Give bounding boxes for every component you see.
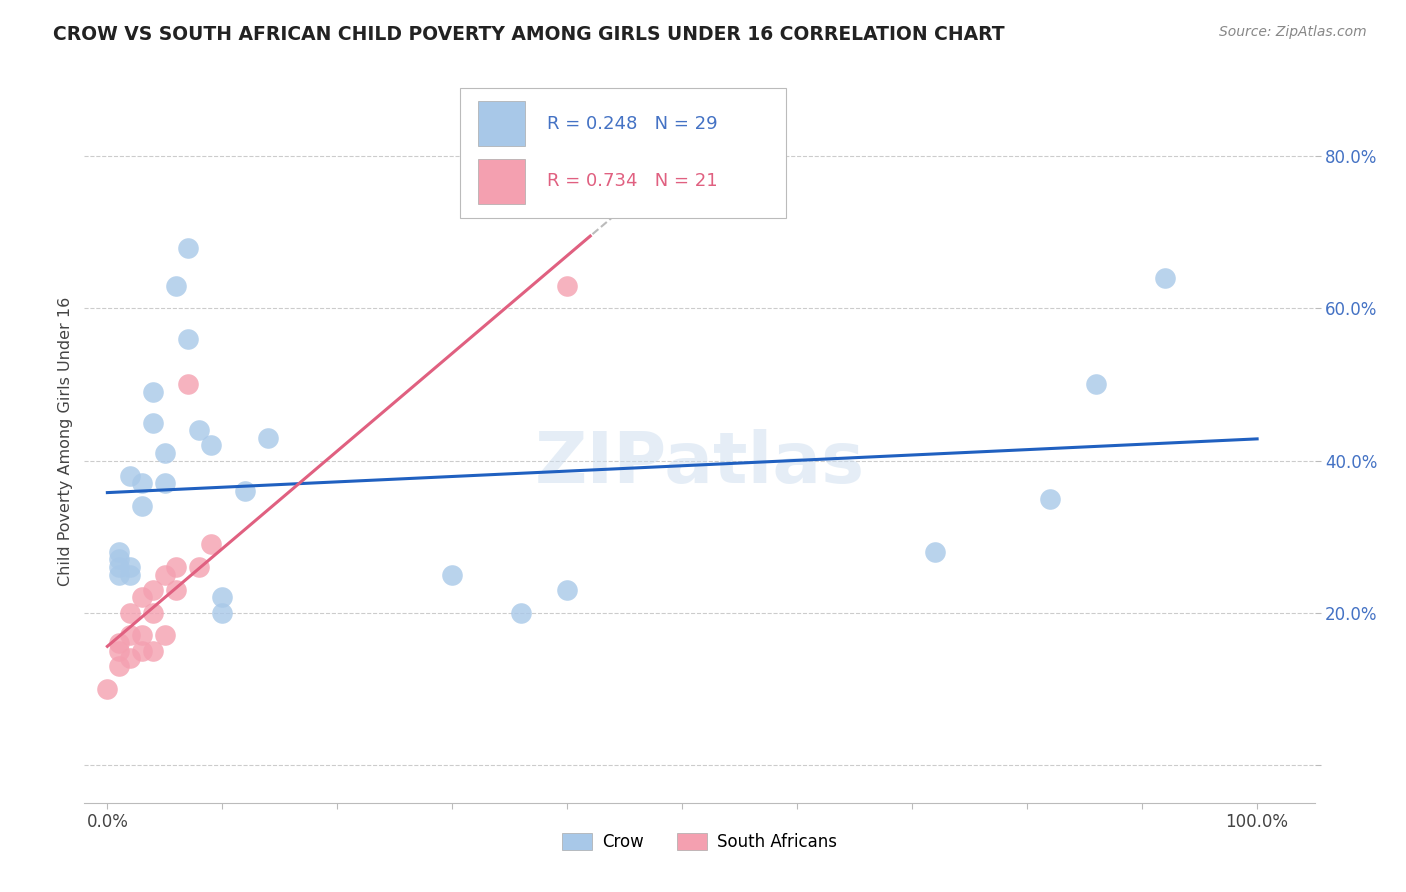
Point (153, 476, 176, 491)
Point (120, 567, 142, 582)
Text: CROW VS SOUTH AFRICAN CHILD POVERTY AMONG GIRLS UNDER 16 CORRELATION CHART: CROW VS SOUTH AFRICAN CHILD POVERTY AMON… (53, 25, 1005, 44)
Point (96, 681, 118, 696)
Point (108, 643, 131, 657)
Point (142, 385, 165, 400)
Point (108, 659, 131, 673)
Point (211, 591, 233, 605)
Point (165, 582, 187, 597)
Text: R = 0.248   N = 29: R = 0.248 N = 29 (547, 115, 717, 133)
Point (108, 552, 131, 566)
Point (200, 438, 222, 452)
Point (142, 606, 165, 620)
Point (188, 560, 211, 574)
Point (257, 431, 280, 445)
Point (131, 499, 153, 513)
Point (142, 582, 165, 597)
Legend: Crow, South Africans: Crow, South Africans (555, 827, 844, 858)
Point (177, 241, 200, 255)
Point (177, 377, 200, 392)
Point (153, 446, 176, 460)
Point (441, 567, 464, 582)
Point (1154, 271, 1177, 285)
FancyBboxPatch shape (478, 101, 524, 146)
Point (131, 628, 153, 642)
Point (924, 545, 946, 559)
Point (108, 567, 131, 582)
Point (177, 332, 200, 346)
Point (153, 628, 176, 642)
Point (233, 483, 256, 498)
Y-axis label: Child Poverty Among Girls Under 16: Child Poverty Among Girls Under 16 (58, 297, 73, 586)
Point (165, 278, 187, 293)
Point (120, 606, 142, 620)
Point (510, 606, 533, 620)
Point (188, 423, 211, 437)
Point (165, 560, 187, 574)
Point (108, 545, 131, 559)
Point (131, 591, 153, 605)
Point (1039, 491, 1062, 506)
Point (108, 560, 131, 574)
Text: R = 0.734   N = 21: R = 0.734 N = 21 (547, 172, 717, 190)
Point (131, 476, 153, 491)
Point (131, 643, 153, 657)
Point (142, 643, 165, 657)
Point (555, 278, 578, 293)
Point (120, 468, 142, 483)
Point (555, 582, 578, 597)
Point (1085, 377, 1108, 392)
Point (200, 537, 222, 551)
Point (153, 567, 176, 582)
Text: ZIPatlas: ZIPatlas (534, 429, 865, 498)
Text: Source: ZipAtlas.com: Source: ZipAtlas.com (1219, 25, 1367, 39)
Point (120, 628, 142, 642)
Point (211, 606, 233, 620)
Point (142, 416, 165, 430)
FancyBboxPatch shape (460, 87, 786, 218)
Point (120, 560, 142, 574)
FancyBboxPatch shape (478, 159, 524, 204)
Point (108, 636, 131, 650)
Point (120, 651, 142, 665)
